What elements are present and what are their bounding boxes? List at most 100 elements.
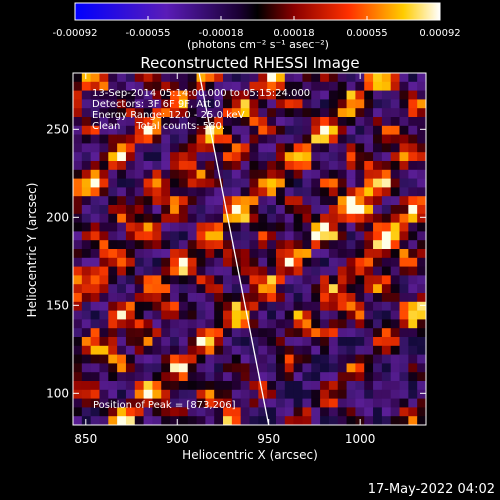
heatmap-cell	[90, 213, 100, 223]
heatmap-cell	[390, 407, 400, 417]
heatmap-cell	[240, 187, 250, 197]
heatmap-cell	[90, 345, 100, 355]
heatmap-cell	[284, 117, 294, 127]
heatmap-cell	[117, 381, 127, 391]
heatmap-cell	[187, 284, 197, 294]
heatmap-cell	[275, 389, 286, 399]
heatmap-cell	[231, 99, 241, 109]
heatmap-cell	[187, 328, 197, 338]
heatmap-cell	[108, 222, 118, 232]
heatmap-cell	[170, 381, 180, 391]
heatmap-cell	[117, 319, 127, 329]
heatmap-cell	[302, 345, 312, 355]
heatmap-cell	[373, 416, 383, 425]
heatmap-cell	[302, 152, 312, 162]
heatmap-cell	[258, 161, 268, 171]
heatmap-cell	[214, 310, 224, 320]
heatmap-cell	[81, 73, 91, 83]
colorbar-tick-label: -0.00018	[199, 28, 244, 39]
heatmap-cells	[73, 73, 426, 425]
heatmap-cell	[399, 169, 409, 179]
heatmap-cell	[408, 125, 418, 135]
heatmap-cell	[143, 354, 153, 364]
heatmap-cell	[320, 240, 330, 250]
heatmap-cell	[302, 293, 312, 303]
heatmap-cell	[381, 205, 392, 215]
heatmap-cell	[143, 73, 153, 83]
heatmap-cell	[258, 222, 268, 232]
heatmap-cell	[417, 99, 426, 109]
heatmap-cell	[381, 213, 392, 223]
heatmap-cell	[346, 231, 356, 241]
heatmap-cell	[320, 196, 330, 206]
heatmap-cell	[170, 345, 180, 355]
heatmap-cell	[170, 169, 180, 179]
heatmap-cell	[399, 240, 409, 250]
heatmap-cell	[152, 249, 162, 259]
heatmap-cell	[90, 293, 100, 303]
heatmap-cell	[178, 354, 189, 364]
heatmap-cell	[364, 328, 374, 338]
heatmap-cell	[81, 345, 91, 355]
heatmap-cell	[364, 257, 374, 267]
heatmap-cell	[373, 134, 383, 144]
heatmap-cell	[196, 222, 206, 232]
heatmap-cell	[258, 99, 268, 109]
heatmap-cell	[196, 257, 206, 267]
heatmap-cell	[399, 284, 409, 294]
heatmap-cell	[240, 363, 250, 373]
heatmap-cell	[170, 328, 180, 338]
heatmap-cell	[337, 222, 347, 232]
heatmap-cell	[134, 178, 144, 188]
heatmap-cell	[240, 249, 250, 259]
heatmap-cell	[108, 275, 118, 285]
heatmap-cell	[196, 169, 206, 179]
heatmap-cell	[311, 249, 321, 259]
heatmap-cell	[125, 249, 136, 259]
heatmap-cell	[346, 108, 356, 118]
heatmap-cell	[328, 205, 339, 215]
heatmap-cell	[117, 284, 127, 294]
heatmap-cell	[408, 301, 418, 311]
heatmap-cell	[249, 275, 259, 285]
heatmap-cell	[73, 108, 83, 118]
heatmap-cell	[390, 381, 400, 391]
heatmap-cell	[275, 398, 286, 408]
heatmap-cell	[143, 178, 153, 188]
heatmap-cell	[355, 205, 365, 215]
heatmap-cell	[143, 108, 153, 118]
heatmap-cell	[117, 205, 127, 215]
heatmap-cell	[161, 275, 171, 285]
heatmap-cell	[275, 337, 286, 347]
heatmap-cell	[152, 381, 162, 391]
heatmap-cell	[408, 398, 418, 408]
heatmap-cell	[178, 169, 189, 179]
heatmap-cell	[205, 257, 215, 267]
heatmap-cell	[328, 196, 339, 206]
heatmap-cell	[258, 169, 268, 179]
heatmap-cell	[170, 266, 180, 276]
heatmap-cell	[355, 99, 365, 109]
heatmap-cell	[328, 372, 339, 382]
heatmap-cell	[284, 345, 294, 355]
heatmap-cell	[355, 293, 365, 303]
heatmap-cell	[170, 213, 180, 223]
heatmap-cell	[143, 372, 153, 382]
x-tick-label: 950	[257, 432, 280, 446]
heatmap-cell	[408, 407, 418, 417]
heatmap-cell	[125, 257, 136, 267]
heatmap-cell	[284, 293, 294, 303]
heatmap-cell	[143, 275, 153, 285]
heatmap-cell	[390, 222, 400, 232]
heatmap-cell	[355, 125, 365, 135]
heatmap-cell	[223, 407, 233, 417]
heatmap-cell	[267, 363, 277, 373]
heatmap-cell	[381, 301, 392, 311]
heatmap-cell	[205, 108, 215, 118]
heatmap-cell	[125, 143, 136, 153]
heatmap-cell	[249, 372, 259, 382]
heatmap-cell	[178, 161, 189, 171]
heatmap-cell	[81, 134, 91, 144]
heatmap-cell	[284, 389, 294, 399]
